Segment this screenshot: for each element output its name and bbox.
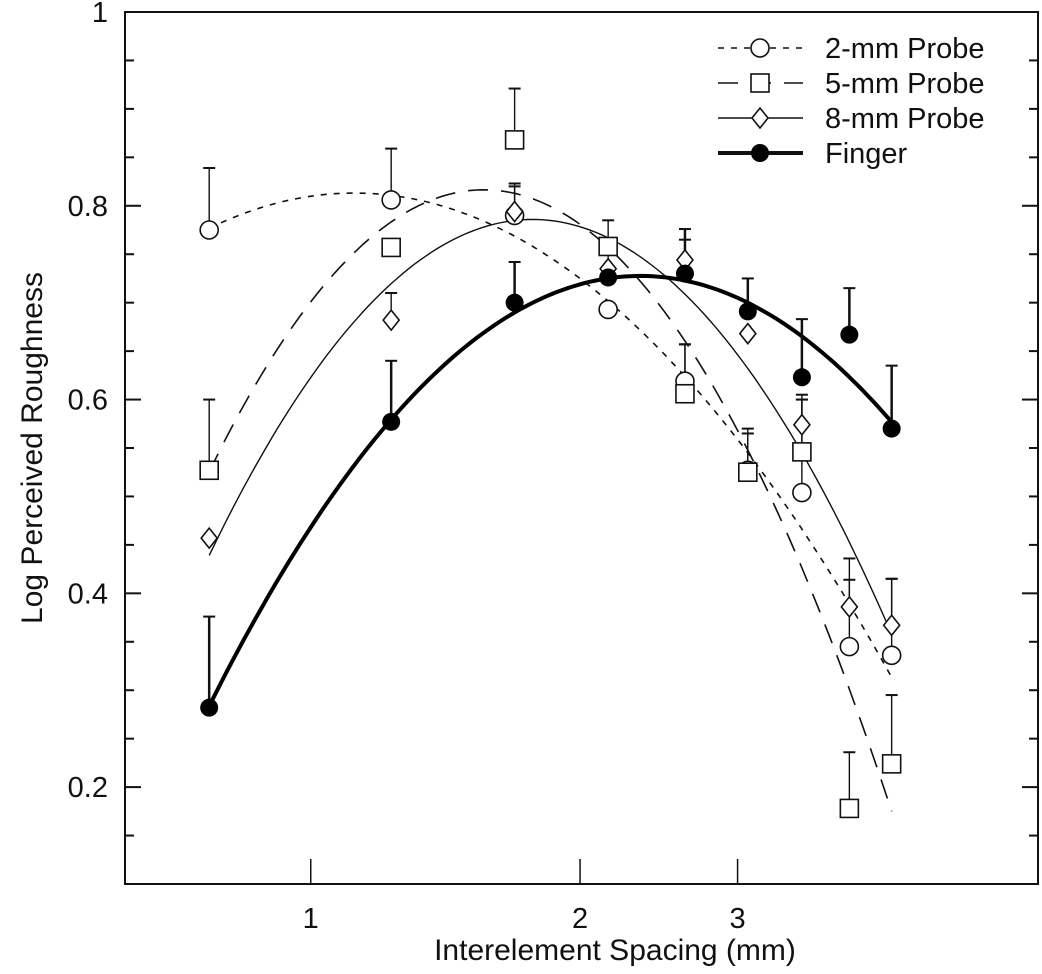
diamond-marker xyxy=(792,413,811,437)
square-marker xyxy=(504,130,525,150)
square-marker xyxy=(881,754,902,774)
square-marker xyxy=(839,798,860,819)
diamond-marker xyxy=(750,106,770,130)
diamond-marker xyxy=(382,308,401,332)
circle-marker xyxy=(792,482,812,503)
circle-marker xyxy=(839,636,860,657)
filled-circle-marker xyxy=(599,268,618,287)
diamond-marker xyxy=(505,200,524,223)
legend-label: 8-mm Probe xyxy=(825,103,985,135)
circle-marker xyxy=(381,190,401,210)
filled-circle-marker xyxy=(505,293,524,312)
filled-circle-marker xyxy=(840,325,859,344)
x-axis-title: Interelement Spacing (mm) xyxy=(434,934,796,967)
legend-item: 5-mm Probe xyxy=(718,68,985,100)
filled-circle-marker xyxy=(382,412,401,431)
y-tick-label: 0.2 xyxy=(68,772,108,804)
y-tick-label: 1 xyxy=(92,0,108,29)
x-tick-label: 3 xyxy=(730,903,746,935)
filled-circle-marker xyxy=(751,144,769,162)
filled-circle-marker xyxy=(675,264,694,283)
square-marker xyxy=(792,442,812,462)
fit-curve-finger xyxy=(207,273,894,707)
filled-circle-marker xyxy=(738,302,757,321)
legend-label: 5-mm Probe xyxy=(825,68,985,100)
fit-curve-5-mm-probe xyxy=(208,188,893,812)
diamond-marker xyxy=(882,614,901,637)
fit-curve-2-mm-probe xyxy=(208,192,893,678)
legend-label: Finger xyxy=(825,138,908,170)
y-tick-label: 0.8 xyxy=(68,191,108,223)
x-tick-label: 2 xyxy=(572,903,588,935)
legend-label: 2-mm Probe xyxy=(825,33,985,65)
circle-marker xyxy=(598,299,618,320)
square-marker xyxy=(381,237,401,258)
y-axis-title: Log Perceived Roughness xyxy=(16,272,49,624)
filled-circle-marker xyxy=(200,698,219,717)
diamond-marker xyxy=(738,322,757,345)
filled-circle-marker xyxy=(792,368,811,387)
square-marker xyxy=(598,236,618,257)
square-marker xyxy=(738,462,758,483)
legend-item: Finger xyxy=(718,138,908,170)
square-marker xyxy=(675,383,695,404)
square-marker xyxy=(199,460,219,481)
filled-circle-marker xyxy=(882,419,901,438)
square-marker xyxy=(750,73,770,93)
fit-curve-8-mm-probe xyxy=(208,218,893,635)
circle-marker xyxy=(881,645,902,666)
legend-item: 8-mm Probe xyxy=(718,103,985,135)
circle-marker xyxy=(199,220,219,240)
legend-item: 2-mm Probe xyxy=(718,33,985,65)
diamond-marker xyxy=(840,595,859,619)
y-tick-label: 0.6 xyxy=(68,385,108,417)
diamond-marker xyxy=(200,526,219,550)
y-tick-label: 0.4 xyxy=(68,578,108,610)
circle-marker xyxy=(750,38,770,58)
x-tick-label: 1 xyxy=(303,903,319,935)
